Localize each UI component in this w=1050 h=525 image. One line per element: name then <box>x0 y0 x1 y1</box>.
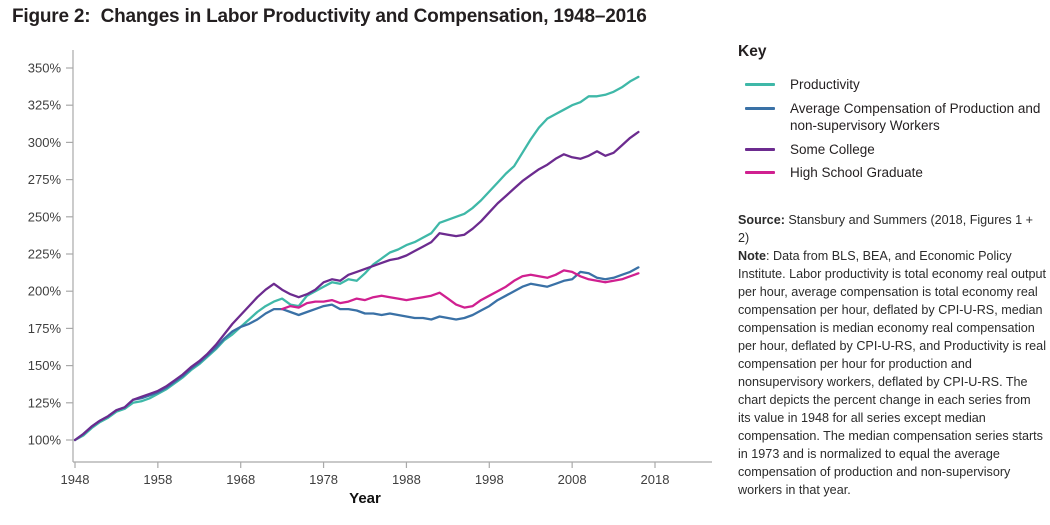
legend-item-high-school-graduate: High School Graduate <box>738 164 1044 182</box>
x-tick-label: 1958 <box>143 472 172 487</box>
x-tick-label: 1988 <box>392 472 421 487</box>
x-tick-label: 2008 <box>558 472 587 487</box>
legend-heading: Key <box>738 43 767 60</box>
note-label: Note <box>738 249 766 263</box>
legend-item-average-compensation: Average Compensation of Production and n… <box>738 100 1044 135</box>
source-note: Source: Stansbury and Summers (2018, Fig… <box>738 211 1046 499</box>
x-tick-label: 1968 <box>226 472 255 487</box>
legend-label-some-college: Some College <box>790 141 875 157</box>
figure-title: Figure 2: Changes in Labor Productivity … <box>12 6 647 27</box>
y-tick-label: 300% <box>28 135 62 150</box>
legend-label-productivity: Productivity <box>790 77 860 92</box>
legend-label-average-compensation: Average Compensation of Production and n… <box>790 100 1041 134</box>
y-tick-label: 350% <box>28 61 62 76</box>
x-tick-label: 1978 <box>309 472 338 487</box>
series-productivity <box>73 75 640 442</box>
note-line: Note: Data from BLS, BEA, and Economic P… <box>738 249 1046 497</box>
x-tick-label: 2018 <box>641 472 670 487</box>
legend-item-some-college: Some College <box>738 141 1044 159</box>
line-chart: Year 100% 125% 150% 175% 200% 225% 250% 275% 300… <box>28 50 712 507</box>
series-high-school-graduate <box>280 269 640 311</box>
series-some-college <box>73 130 640 442</box>
y-tick-label: 200% <box>28 284 62 299</box>
legend-panel: Key Productivity Average Compensation of… <box>738 43 1044 188</box>
x-tick-label: 1998 <box>475 472 504 487</box>
series-average-compensation-of-production-and-non-supervisory-workers <box>73 266 640 442</box>
productivity-line-swatch <box>745 83 775 86</box>
legend-item-productivity: Productivity <box>738 76 1044 94</box>
source-text: Stansbury and Summers (2018, Figures 1 +… <box>738 213 1034 245</box>
y-tick-label: 225% <box>28 247 62 262</box>
x-axis-title: Year <box>349 490 381 507</box>
legend-label-high-school-graduate: High School Graduate <box>790 165 923 181</box>
y-tick-label: 275% <box>28 172 62 187</box>
source-line: Source: Stansbury and Summers (2018, Fig… <box>738 211 1046 247</box>
source-label: Source: <box>738 213 785 227</box>
average-compensation-line-swatch <box>745 106 775 110</box>
y-tick-label: 100% <box>28 433 62 448</box>
note-text: : Data from BLS, BEA, and Economic Polic… <box>738 249 1047 497</box>
y-tick-label: 125% <box>28 395 62 410</box>
y-tick-label: 250% <box>28 209 62 224</box>
x-tick-label: 1948 <box>61 472 90 487</box>
y-tick-label: 150% <box>28 358 62 373</box>
some-college-line-swatch <box>745 147 775 151</box>
y-tick-label: 325% <box>28 98 62 113</box>
y-tick-label: 175% <box>28 321 62 336</box>
high-school-graduate-line-swatch <box>745 171 775 175</box>
